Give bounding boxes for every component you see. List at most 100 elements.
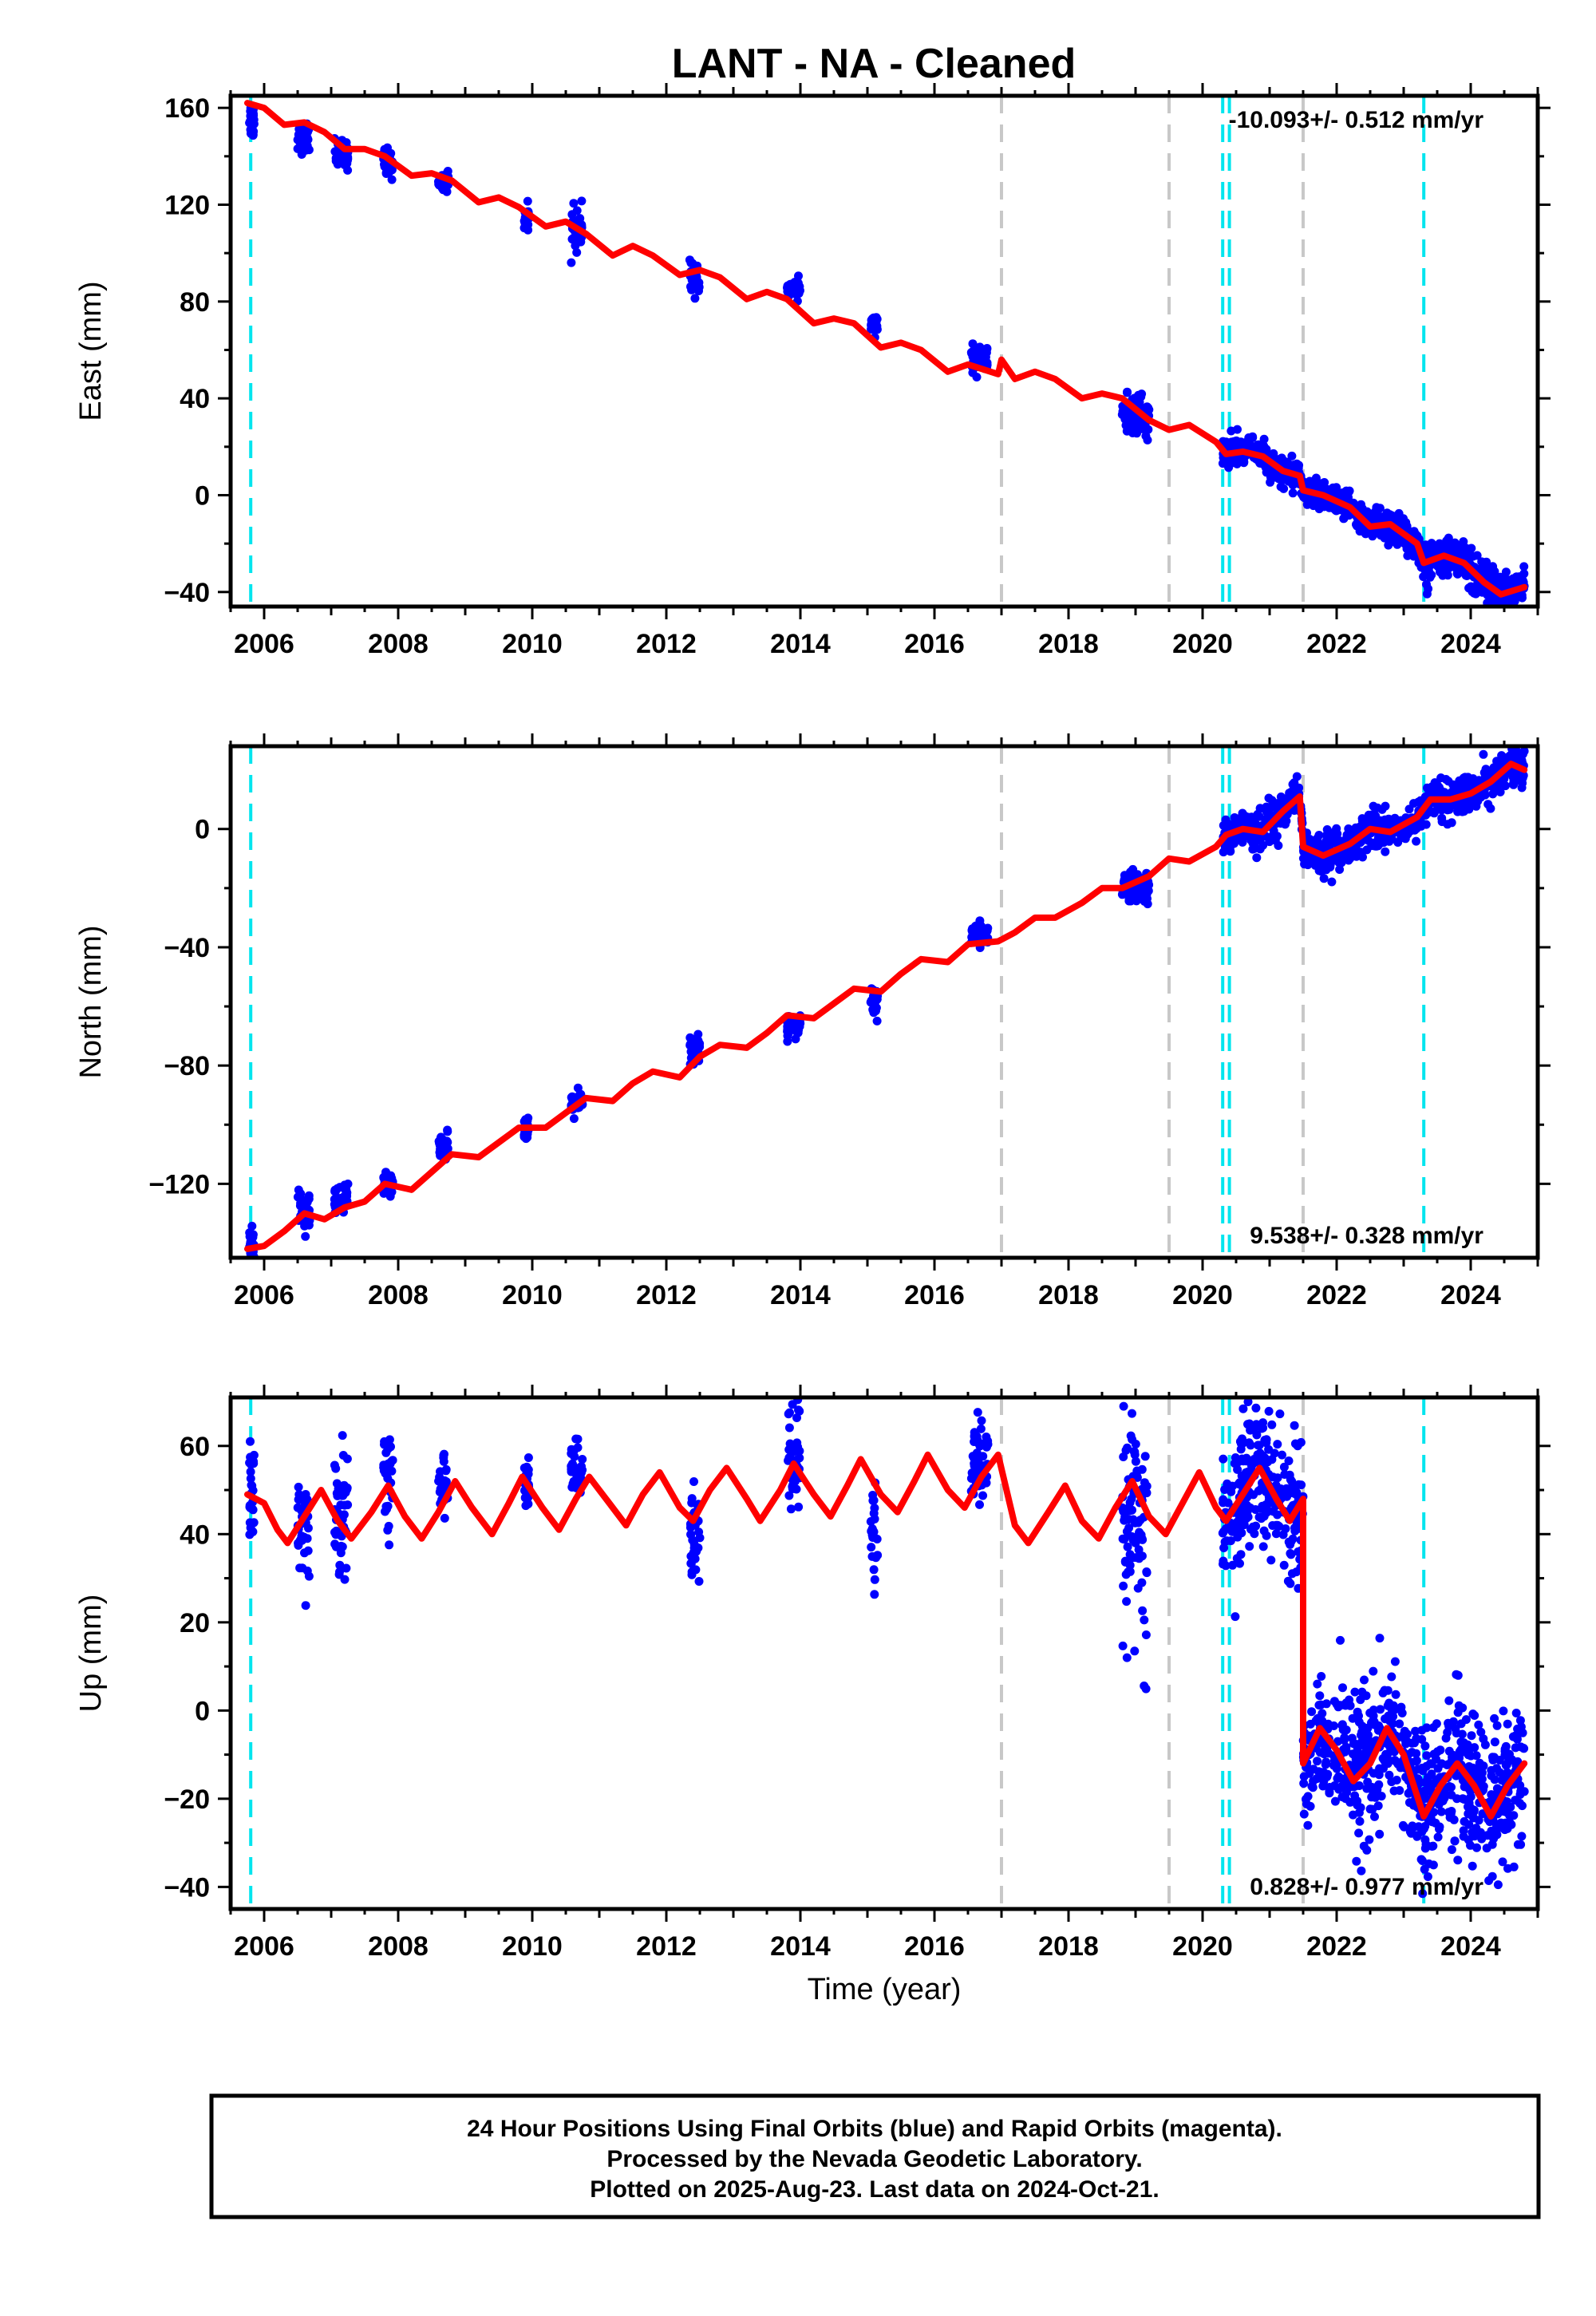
up-obs-point — [1464, 1820, 1474, 1829]
up-obs-point — [1388, 1719, 1397, 1729]
up-obs-point — [1243, 1397, 1253, 1406]
east-obs-point — [1427, 570, 1436, 579]
up-obs-point — [1236, 1550, 1246, 1559]
up-obs-point — [1363, 1777, 1373, 1787]
up-obs-point — [1341, 1781, 1351, 1791]
east-obs-point — [1293, 464, 1302, 474]
up-xtick-label: 2014 — [770, 1931, 831, 1962]
east-obs-point — [1288, 488, 1298, 498]
up-obs-point — [1280, 1470, 1290, 1479]
east-obs-point — [1491, 575, 1500, 584]
up-obs-point — [1316, 1700, 1325, 1709]
up-obs-point — [1411, 1757, 1420, 1766]
up-obs-point — [523, 1453, 533, 1462]
up-obs-point — [1223, 1498, 1233, 1508]
up-obs-point — [1122, 1527, 1132, 1536]
north-obs-point — [1278, 798, 1288, 808]
north-obs-point — [247, 1221, 257, 1231]
up-obs-point — [978, 1491, 988, 1500]
north-panel: 0 −40 −80 −120 2006 2008 2010 2012 2014 2016 2018 2… — [74, 733, 1551, 1310]
up-obs-point — [1237, 1528, 1246, 1538]
up-obs-point — [1373, 1801, 1383, 1811]
up-obs-point — [1308, 1783, 1317, 1792]
up-xtick-label: 2020 — [1172, 1931, 1233, 1962]
up-obs-point — [1360, 1675, 1369, 1685]
east-obs-point — [343, 152, 353, 162]
up-obs-point — [1279, 1560, 1289, 1570]
up-obs-point — [1313, 1757, 1322, 1766]
east-obs-point — [1233, 425, 1242, 434]
east-obs-point — [1437, 562, 1447, 571]
up-obs-point — [303, 1524, 313, 1533]
up-obs-point — [1500, 1750, 1510, 1760]
up-obs-point — [578, 1455, 587, 1464]
up-obs-point — [577, 1468, 587, 1477]
up-obs-point — [1234, 1519, 1243, 1528]
up-ytick-label: 20 — [180, 1608, 210, 1638]
up-obs-point — [690, 1554, 700, 1563]
east-obs-point — [1482, 566, 1491, 575]
up-obs-point — [1411, 1726, 1420, 1736]
up-obs-point — [1355, 1816, 1365, 1826]
up-obs-point — [384, 1521, 393, 1531]
east-observations — [245, 103, 1529, 607]
east-xtick-label: 2022 — [1306, 629, 1367, 659]
east-obs-point — [1224, 461, 1234, 471]
up-obs-point — [1126, 1431, 1136, 1441]
up-obs-point — [294, 1539, 303, 1548]
up-obs-point — [1476, 1765, 1486, 1775]
east-obs-point — [567, 210, 577, 219]
up-obs-point — [383, 1473, 393, 1483]
up-obs-point — [1376, 1705, 1385, 1714]
up-obs-point — [1299, 1772, 1309, 1781]
up-obs-point — [1433, 1832, 1443, 1842]
up-obs-point — [522, 1462, 531, 1472]
up-obs-point — [1254, 1453, 1264, 1463]
east-obs-point — [302, 135, 311, 144]
up-obs-point — [1270, 1358, 1278, 1366]
north-obs-point — [1255, 844, 1265, 854]
up-obs-point — [301, 1490, 310, 1499]
up-obs-point — [1435, 1822, 1444, 1832]
north-obs-point — [783, 1037, 792, 1046]
up-obs-point — [689, 1477, 698, 1486]
up-obs-point — [870, 1590, 879, 1599]
up-xtick-label: 2024 — [1440, 1931, 1501, 1962]
up-obs-point — [1365, 1835, 1374, 1844]
up-obs-point — [1492, 1764, 1501, 1773]
up-obs-point — [873, 1551, 883, 1560]
east-obs-point — [1277, 453, 1286, 463]
up-xtick-label: 2008 — [368, 1931, 429, 1962]
up-obs-point — [1392, 1776, 1401, 1784]
north-obs-point — [1242, 817, 1251, 827]
up-obs-point — [1430, 1778, 1440, 1788]
up-obs-point — [1252, 1430, 1262, 1440]
north-obs-point — [1140, 896, 1149, 906]
up-obs-point — [1468, 1709, 1478, 1719]
north-observations — [245, 746, 1529, 1258]
north-obs-point — [1460, 775, 1469, 785]
up-obs-point — [1420, 1793, 1429, 1803]
up-obs-point — [1330, 1756, 1340, 1765]
up-obs-point — [1131, 1440, 1140, 1448]
up-rate-label: 0.828+/- 0.977 mm/yr — [1250, 1874, 1483, 1900]
north-obs-point — [1444, 777, 1453, 786]
up-obs-point — [869, 1565, 879, 1575]
up-obs-point — [300, 1548, 309, 1558]
north-obs-point — [301, 1231, 310, 1241]
east-obs-point — [441, 181, 451, 191]
north-obs-point — [296, 1199, 306, 1208]
up-obs-point — [1119, 1581, 1128, 1591]
up-obs-point — [1381, 1714, 1390, 1724]
east-obs-point — [1516, 575, 1526, 584]
up-obs-point — [868, 1491, 878, 1500]
up-obs-point — [1123, 1443, 1132, 1452]
up-obs-point — [1454, 1701, 1464, 1710]
up-obs-point — [1140, 1682, 1149, 1690]
north-rate-label: 9.538+/- 0.328 mm/yr — [1250, 1223, 1483, 1249]
up-obs-point — [1130, 1646, 1140, 1656]
up-obs-point — [1476, 1727, 1486, 1737]
north-obs-point — [1267, 801, 1277, 811]
east-obs-point — [693, 279, 702, 289]
up-obs-point — [1119, 1452, 1128, 1461]
